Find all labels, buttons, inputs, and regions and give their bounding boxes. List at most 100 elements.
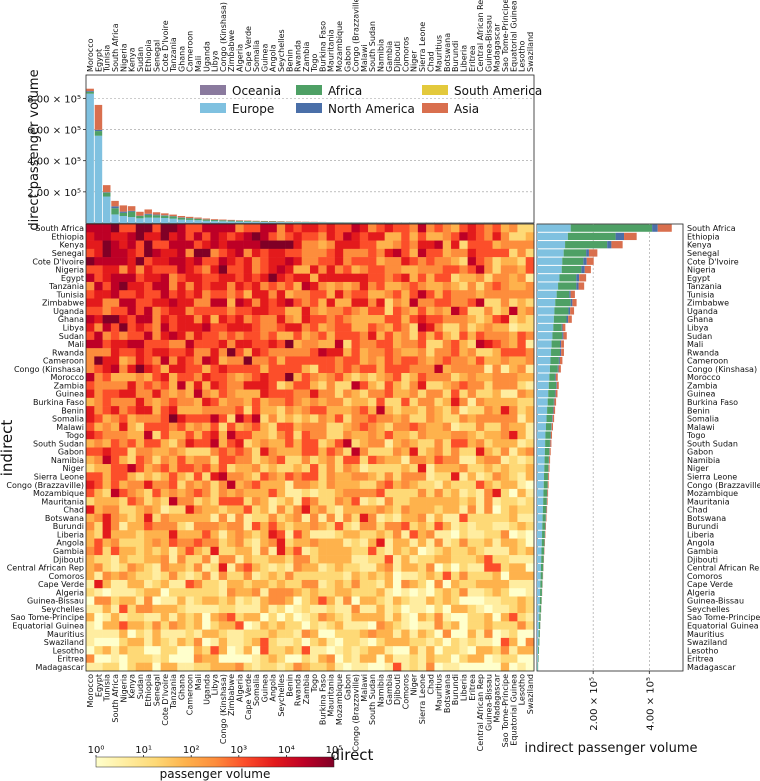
heatmap-cell [500,298,510,308]
heatmap-cell [227,298,236,308]
heatmap-cell [110,488,120,498]
heatmap-cell [177,530,186,539]
heatmap-cell [459,315,468,324]
heatmap-cell [276,629,286,639]
heatmap-cell [401,439,410,448]
heatmap-cell [500,306,510,316]
heatmap-cell [185,613,195,622]
heatmap-cell [202,505,211,515]
heatmap-cell [235,356,244,366]
heatmap-cell [86,248,95,258]
heatmap-cell [210,240,220,250]
heatmap-cell [86,546,95,556]
heatmap-cell [168,447,178,457]
right-bar-segment [545,431,551,439]
heatmap-cell [401,339,410,349]
heatmap-cell [442,588,452,597]
heatmap-cell [94,373,103,382]
heatmap-cell [144,555,153,564]
heatmap-cell [218,381,228,390]
heatmap-cell [326,232,336,241]
heatmap-cell [310,265,319,274]
heatmap-cell [144,571,153,581]
heatmap-cell [127,306,137,316]
heatmap-cell [301,373,311,382]
heatmap-x-tick-label: Botswana [443,674,452,713]
heatmap-cell [384,505,394,515]
heatmap-cell [135,464,145,473]
right-bar-segment [540,588,542,596]
heatmap-cell [451,629,460,639]
legend-entry-label: South America [454,84,542,98]
heatmap-cell [351,497,361,506]
heatmap-cell [409,430,419,440]
heatmap-cell [318,397,327,407]
heatmap-cell [210,339,220,349]
heatmap-y-tick-label: Rwanda [52,348,84,357]
heatmap-cell [301,447,311,457]
right-bar-segment [537,588,541,596]
heatmap-cell [326,406,336,415]
heatmap-cell [517,447,527,457]
heatmap-cell [210,563,220,572]
heatmap-cell [376,422,385,432]
heatmap-cell [384,472,394,481]
heatmap-cell [135,348,145,357]
heatmap-y-tick-label: Lesotho [53,646,85,655]
heatmap-cell [210,290,220,299]
heatmap-cell [301,579,311,589]
heatmap-cell [351,464,361,473]
heatmap-cell [343,381,352,390]
heatmap-cell [484,265,493,274]
heatmap-cell [293,356,303,366]
heatmap-cell [144,654,153,664]
colorbar-tick-label: 10⁰ [88,745,105,756]
heatmap-cell [492,248,502,258]
heatmap-cell [185,646,195,655]
heatmap-cell [285,621,294,630]
right-bar-segment [652,224,658,232]
heatmap-cell [102,546,112,556]
heatmap-cell [467,522,477,531]
heatmap-y-tick-label: South Africa [35,224,84,233]
heatmap-cell [376,571,385,581]
top-x-tick-label: Madagascar [493,23,502,72]
heatmap-cell [243,224,253,233]
heatmap-cell [168,430,178,440]
right-y-tick-label: Ghana [687,315,713,324]
heatmap-cell [185,356,195,366]
heatmap-cell [119,430,128,440]
top-x-tick-label: Gabon [343,46,352,72]
heatmap-cell [227,472,236,481]
heatmap-cell [376,497,385,506]
heatmap-cell [442,447,452,457]
top-x-tick-label: Burkina Faso [318,21,327,72]
heatmap-cell [177,546,186,556]
top-bar-segment [177,219,186,223]
heatmap-cell [326,339,336,349]
heatmap-cell [110,422,120,432]
heatmap-cell [517,381,527,390]
right-bar-segment [537,505,543,514]
heatmap-cell [426,257,435,266]
right-bar-segment [544,464,549,472]
heatmap-cell [409,662,419,672]
heatmap-cell [210,538,220,548]
right-bar-segment [576,282,579,290]
heatmap-cell [152,430,161,440]
heatmap-cell [227,555,236,564]
right-bar-segment [553,315,567,323]
heatmap-cell [417,546,427,556]
heatmap-cell [218,265,228,274]
heatmap-cell [517,464,527,473]
heatmap-cell [268,596,278,606]
heatmap-cell [168,406,178,415]
heatmap-cell [260,373,269,382]
heatmap-cell [434,331,444,341]
heatmap-cell [260,546,269,556]
heatmap-cell [119,265,128,274]
heatmap-cell [417,232,427,241]
heatmap-cell [86,538,95,548]
right-bar-segment [586,249,589,257]
heatmap-cell [359,563,369,572]
